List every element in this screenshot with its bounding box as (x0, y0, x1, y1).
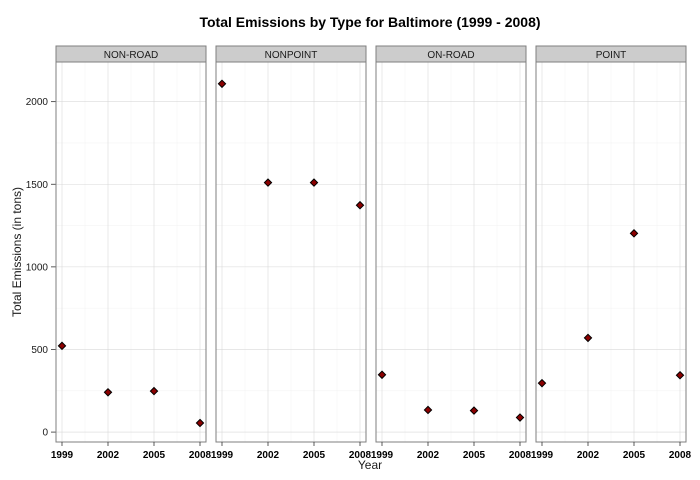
data-point (423, 405, 433, 415)
x-tick-label: 2005 (623, 450, 646, 461)
x-tick-label: 2008 (669, 450, 692, 461)
x-tick-label: 2005 (463, 450, 486, 461)
x-tick-label: 2008 (349, 450, 372, 461)
facet-panel-nonpoint: NONPOINT (215, 45, 367, 443)
facet-panel-non-road: NON-ROAD (55, 45, 207, 443)
x-tick-label: 1999 (371, 450, 394, 461)
y-axis: 0 500 1000 1500 2000 (26, 97, 56, 439)
data-point (103, 387, 113, 397)
x-tick-label: 2002 (577, 450, 600, 461)
y-axis-title: Total Emissions (in tons) (10, 187, 24, 317)
y-tick-label: 500 (31, 345, 48, 356)
data-point (469, 406, 479, 415)
data-point (309, 178, 319, 187)
x-tick-label: 2002 (257, 450, 280, 461)
data-point (149, 386, 159, 396)
x-tick-label: 2005 (303, 450, 326, 461)
y-tick-label: 0 (42, 428, 48, 439)
data-point (263, 178, 273, 187)
facet-panel-point: POINT (535, 45, 687, 443)
facet-strip-label: NON-ROAD (104, 50, 158, 61)
x-tick-label: 2005 (143, 450, 166, 461)
facet-panels: NON-ROAD NONPOINT ON-ROAD POINT (55, 45, 687, 443)
data-point (377, 370, 387, 380)
x-tick-label: 2008 (189, 450, 212, 461)
y-tick-label: 2000 (26, 97, 49, 108)
facet-strip-label: NONPOINT (265, 50, 318, 61)
x-axis: 1999 2002 2005 2008 1999 2002 2005 2008 1999 2002… (51, 442, 692, 461)
x-axis-title: Year (358, 458, 382, 472)
data-point (675, 370, 685, 380)
data-point (583, 333, 593, 343)
data-point (217, 79, 227, 89)
data-point (515, 413, 525, 422)
facet-strip-label: POINT (596, 50, 627, 61)
x-tick-label: 2002 (417, 450, 440, 461)
x-tick-label: 2002 (97, 450, 120, 461)
x-tick-label: 2008 (509, 450, 532, 461)
data-point (355, 200, 365, 210)
y-tick-label: 1500 (26, 180, 49, 191)
facet-panel-on-road: ON-ROAD (375, 45, 527, 443)
data-point (629, 229, 639, 238)
data-point (57, 341, 67, 351)
x-tick-label: 1999 (51, 450, 74, 461)
data-point (195, 418, 205, 428)
chart-title: Total Emissions by Type for Baltimore (1… (199, 14, 540, 30)
x-tick-label: 1999 (211, 450, 234, 461)
y-tick-label: 1000 (26, 262, 49, 273)
x-tick-label: 1999 (531, 450, 554, 461)
facet-strip-label: ON-ROAD (427, 50, 474, 61)
data-point (537, 378, 547, 388)
